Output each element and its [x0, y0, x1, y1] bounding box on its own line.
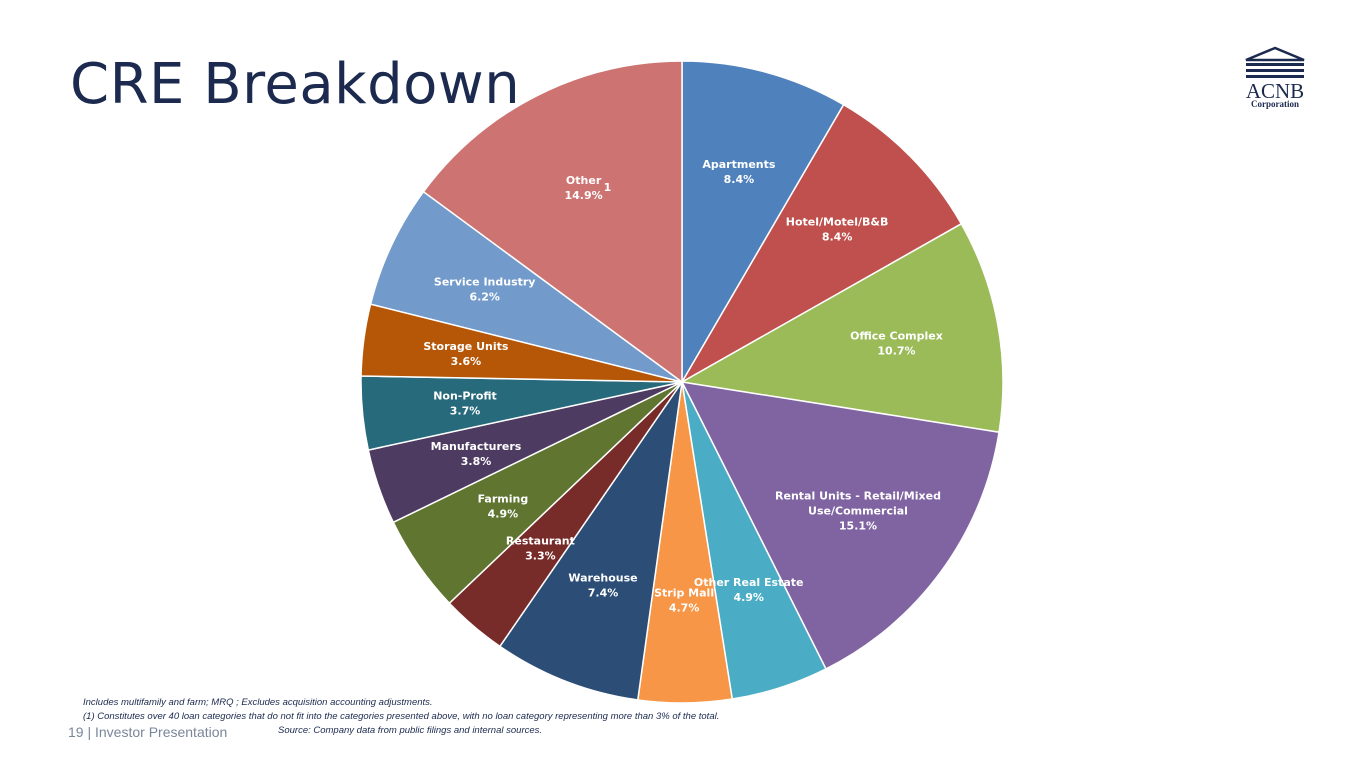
pie-label-rental-units-retail-mixed-use-commercial: Rental Units - Retail/Mixed Use/Commercia… [775, 490, 941, 533]
pie-label-strip-mall: Strip Mall 4.7% [654, 587, 714, 615]
logo-roof-icon [1245, 46, 1305, 62]
pie-slice-apartments [681, 60, 845, 385]
pie-slice-warehouse [498, 381, 683, 701]
pie-label-service-industry: Service Industry 6.2% [434, 276, 536, 304]
pie-slice-other [422, 60, 683, 384]
logo-name: ACNB [1246, 79, 1304, 103]
source-note: Source: Company data from public filings… [278, 725, 543, 736]
pie-label-farming: Farming 4.9% [478, 493, 529, 521]
pie-slice-office-complex [679, 222, 1004, 434]
page-title: CRE Breakdown [70, 52, 521, 117]
pie-label-non-profit: Non-Profit 3.7% [433, 390, 497, 418]
pie-slice-rental-units-retail-mixed-use-commercial [680, 381, 1000, 670]
footnote-1: (1) Constitutes over 40 loan categories … [83, 711, 720, 722]
pie-label-storage-units: Storage Units 3.6% [423, 340, 509, 368]
pie-label-hotel-motel-b-b: Hotel/Motel/B&B 8.4% [786, 215, 889, 243]
pie-label-restaurant: Restaurant 3.3% [506, 534, 575, 562]
acnb-logo: ACNB Corporation [1245, 46, 1305, 109]
footnote-general: Includes multifamily and farm; MRQ ; Exc… [83, 697, 433, 708]
pie-label-warehouse: Warehouse 7.4% [568, 572, 637, 600]
pie-label-other-real-estate: Other Real Estate 4.9% [694, 576, 804, 604]
logo-bar-icon [1246, 75, 1304, 78]
pie-slice-hotel-motel-b-b [679, 103, 963, 385]
pie-label-apartments: Apartments 8.4% [702, 158, 776, 186]
page-number: 19 [68, 724, 84, 740]
pie-slice-service-industry [369, 190, 683, 383]
logo-bar-icon [1246, 69, 1304, 72]
slide-footer: 19 | Investor Presentation [68, 724, 227, 740]
pie-label-other: Other 14.9% [565, 174, 603, 202]
logo-bar-icon [1246, 63, 1304, 66]
pie-label-office-complex: Office Complex 10.7% [850, 330, 943, 358]
footer-label: Investor Presentation [95, 724, 228, 740]
footer-separator: | [87, 724, 92, 740]
pie-label-manufacturers: Manufacturers 3.8% [431, 440, 522, 468]
pie-footnote-marker: 1 [604, 181, 612, 194]
footnotes: Includes multifamily and farm; MRQ ; Exc… [83, 696, 719, 738]
logo-sub: Corporation [1251, 99, 1299, 109]
